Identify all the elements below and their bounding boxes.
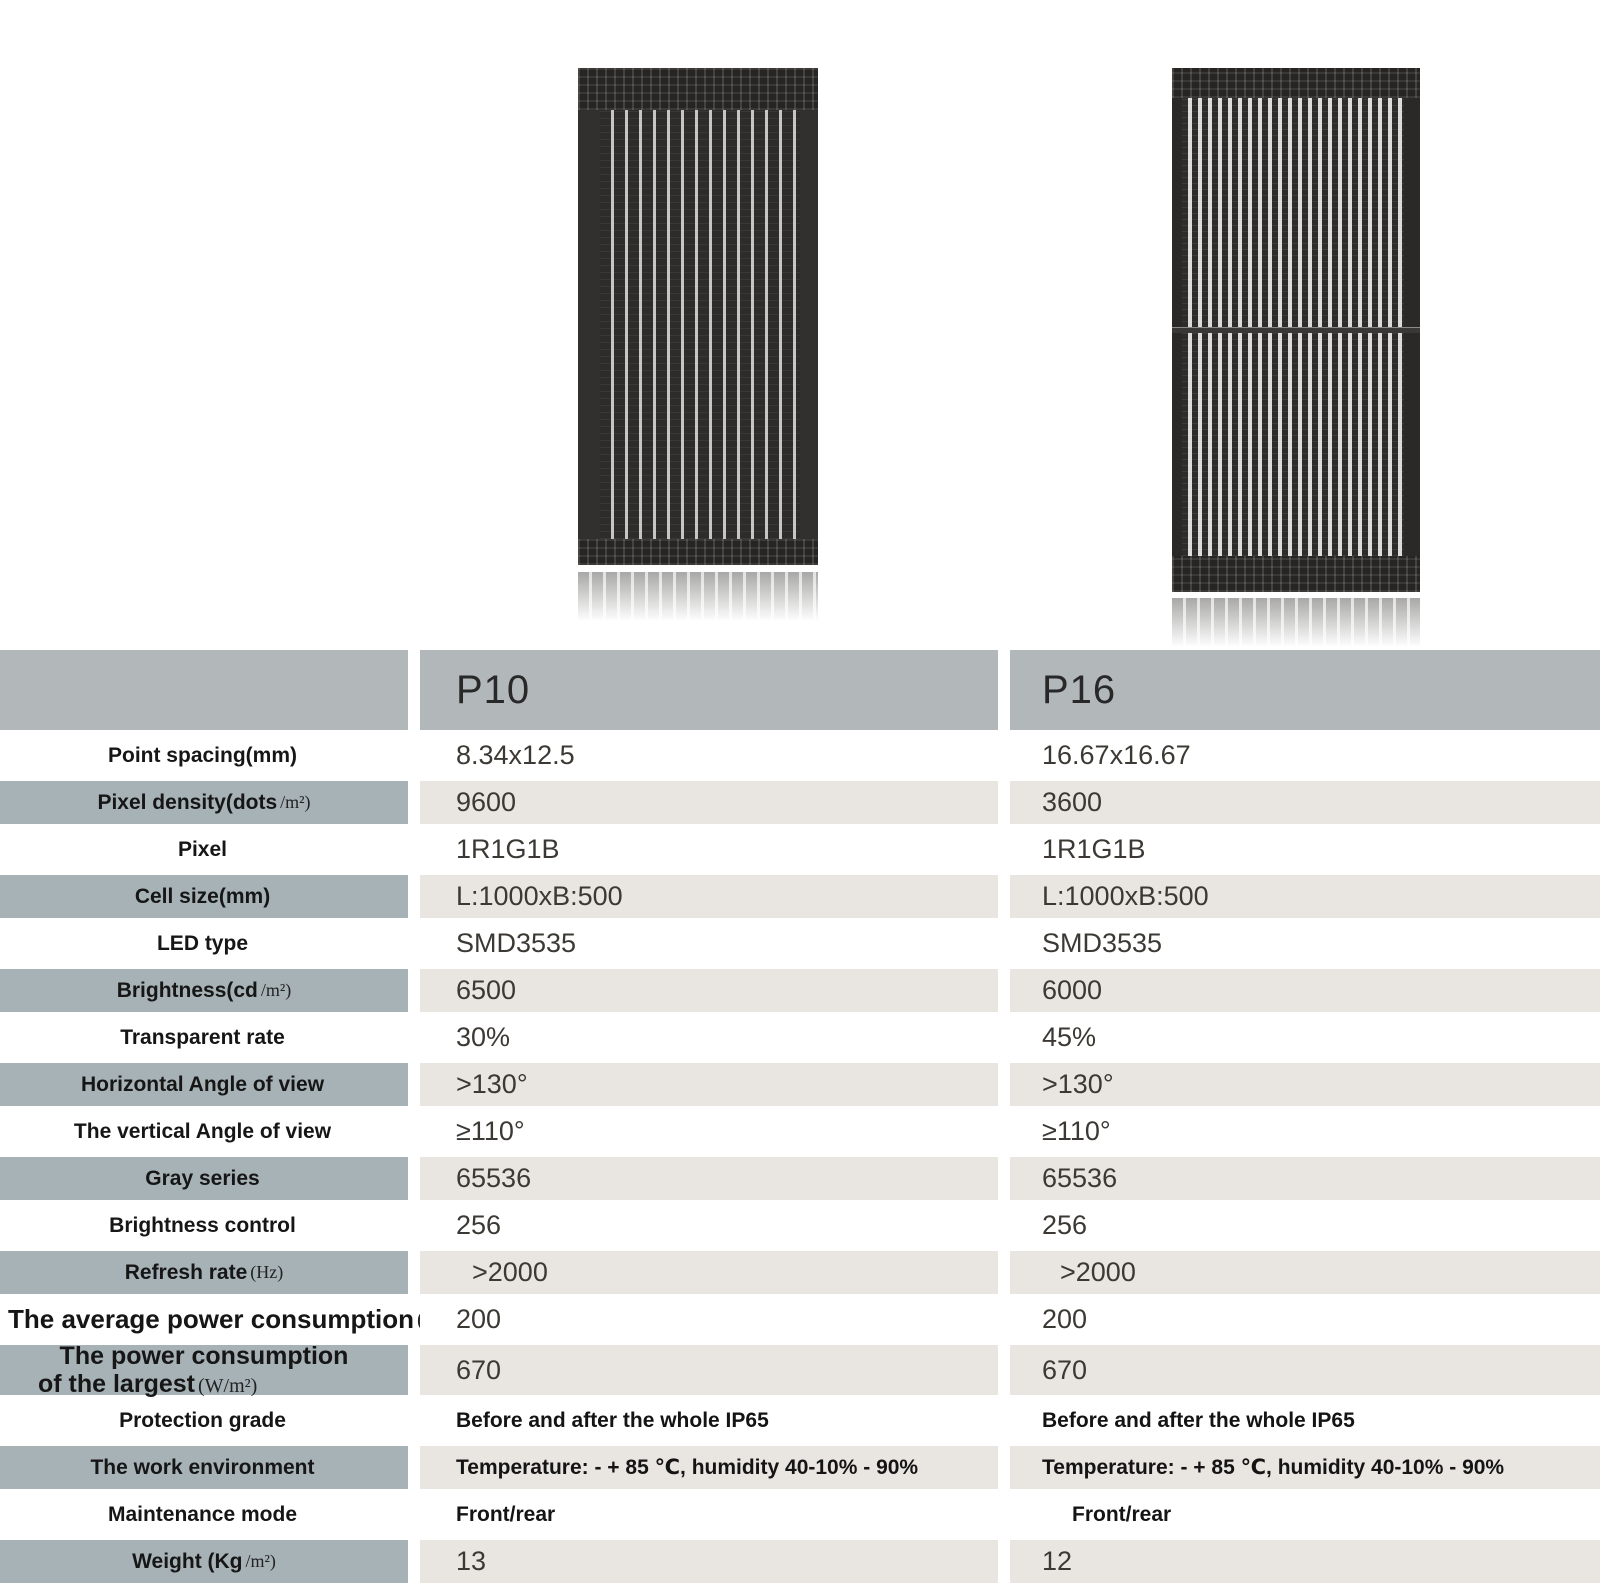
row-refresh-rate: Refresh rate (Hz) >2000 >2000	[0, 1249, 1600, 1296]
row-led-type: LED type SMD3535 SMD3535	[0, 920, 1600, 967]
row-label: Gray series	[0, 1155, 408, 1202]
p10-value: L:1000xB:500	[420, 873, 998, 920]
row-label: Pixel density(dots/m²)	[0, 779, 408, 826]
p10-photo-reflection	[578, 572, 818, 630]
row-max-power: The power consumption of the largest (W/m…	[0, 1342, 1600, 1398]
p16-panel-top-frame	[1172, 68, 1420, 98]
p16-value: Temperature: - + 85 ℃, humidity 40-10% -…	[1010, 1444, 1600, 1491]
p10-value: 6500	[420, 967, 998, 1014]
row-gray-series: Gray series 65536 65536	[0, 1155, 1600, 1202]
row-point-spacing: Point spacing(mm) 8.34x12.5 16.67x16.67	[0, 732, 1600, 779]
row-pixel-density: Pixel density(dots/m²) 9600 3600	[0, 779, 1600, 826]
p16-value: >2000	[1010, 1249, 1600, 1296]
p16-product-photo	[1172, 68, 1420, 592]
p16-value: ≥110°	[1010, 1108, 1600, 1155]
p10-value: SMD3535	[420, 920, 998, 967]
row-label: The work environment	[0, 1444, 408, 1491]
p16-value: 1R1G1B	[1010, 826, 1600, 873]
row-work-environment: The work environment Temperature: - + 85…	[0, 1444, 1600, 1491]
row-label: Transparent rate	[0, 1014, 408, 1061]
row-label: Weight (Kg/m²)	[0, 1538, 408, 1585]
p10-panel-bottom-frame	[578, 539, 818, 565]
p10-product-photo	[578, 68, 818, 565]
p10-value: ≥110°	[420, 1108, 998, 1155]
row-protection-grade: Protection grade Before and after the wh…	[0, 1397, 1600, 1444]
row-label: The vertical Angle of view	[0, 1108, 408, 1155]
row-label: Protection grade	[0, 1397, 408, 1444]
row-label: LED type	[0, 920, 408, 967]
p16-value: 6000	[1010, 967, 1600, 1014]
row-weight: Weight (Kg/m²) 13 12	[0, 1538, 1600, 1585]
p10-value: >2000	[420, 1249, 998, 1296]
row-pixel: Pixel 1R1G1B 1R1G1B	[0, 826, 1600, 873]
row-brightness: Brightness(cd/m²) 6500 6000	[0, 967, 1600, 1014]
p16-value: 670	[1010, 1343, 1600, 1397]
p10-value: 65536	[420, 1155, 998, 1202]
table-header-row: P10 P16	[0, 648, 1600, 732]
p16-photo-reflection	[1172, 598, 1420, 656]
p10-value: Temperature: - + 85 ℃, humidity 40-10% -…	[420, 1444, 998, 1491]
p16-value: 200	[1010, 1296, 1600, 1343]
p10-value: 670	[420, 1343, 998, 1397]
header-empty-cell	[0, 648, 408, 732]
row-label: Refresh rate (Hz)	[0, 1249, 408, 1296]
row-maintenance-mode: Maintenance mode Front/rear Front/rear	[0, 1491, 1600, 1538]
row-transparent-rate: Transparent rate 30% 45%	[0, 1014, 1600, 1061]
row-label: Cell size(mm)	[0, 873, 408, 920]
row-label: The power consumption of the largest (W/m…	[0, 1342, 408, 1398]
p10-value: 200	[420, 1296, 998, 1343]
row-vertical-angle: The vertical Angle of view ≥110° ≥110°	[0, 1108, 1600, 1155]
p16-value: Front/rear	[1010, 1491, 1600, 1538]
p10-value: Before and after the whole IP65	[420, 1397, 998, 1444]
p16-panel-bottom-frame	[1172, 556, 1420, 592]
p16-value: SMD3535	[1010, 920, 1600, 967]
row-label: Brightness(cd/m²)	[0, 967, 408, 1014]
row-cell-size: Cell size(mm) L:1000xB:500 L:1000xB:500	[0, 873, 1600, 920]
p10-value: 8.34x12.5	[420, 732, 998, 779]
row-label: Brightness control	[0, 1202, 408, 1249]
p10-value: 256	[420, 1202, 998, 1249]
p16-panel-seam	[1172, 327, 1420, 333]
p16-value: 16.67x16.67	[1010, 732, 1600, 779]
row-label: Horizontal Angle of view	[0, 1061, 408, 1108]
row-brightness-control: Brightness control 256 256	[0, 1202, 1600, 1249]
p16-value: >130°	[1010, 1061, 1600, 1108]
row-label: Point spacing(mm)	[0, 732, 408, 779]
p10-value: 9600	[420, 779, 998, 826]
row-label: Pixel	[0, 826, 408, 873]
p10-value: Front/rear	[420, 1491, 998, 1538]
row-label: Maintenance mode	[0, 1491, 408, 1538]
p10-value: 1R1G1B	[420, 826, 998, 873]
p10-value: 13	[420, 1538, 998, 1585]
p10-value: 30%	[420, 1014, 998, 1061]
row-horizontal-angle: Horizontal Angle of view >130° >130°	[0, 1061, 1600, 1108]
spec-table: P10 P16 Point spacing(mm) 8.34x12.5 16.6…	[0, 648, 1600, 1585]
column-header-p16: P16	[1010, 648, 1600, 732]
p16-value: 12	[1010, 1538, 1600, 1585]
p16-value: Before and after the whole IP65	[1010, 1397, 1600, 1444]
p10-value: >130°	[420, 1061, 998, 1108]
column-header-p10: P10	[420, 648, 998, 732]
p16-value: 3600	[1010, 779, 1600, 826]
p16-value: 45%	[1010, 1014, 1600, 1061]
p10-led-strip-body	[578, 110, 818, 539]
p16-led-strip-body	[1172, 98, 1420, 556]
p10-panel-top-frame	[578, 68, 818, 110]
p16-value: 256	[1010, 1202, 1600, 1249]
p16-value: 65536	[1010, 1155, 1600, 1202]
row-average-power: The average power consumption(W/m²) 200 …	[0, 1296, 1600, 1343]
row-label: The average power consumption(W/m²)	[0, 1296, 479, 1343]
p16-value: L:1000xB:500	[1010, 873, 1600, 920]
